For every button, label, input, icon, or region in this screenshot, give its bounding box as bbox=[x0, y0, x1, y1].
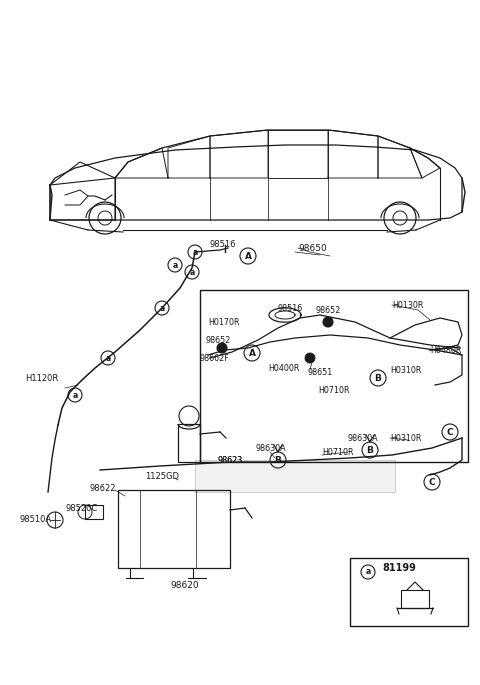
Bar bbox=[195, 460, 395, 492]
Text: 98652: 98652 bbox=[315, 306, 340, 314]
Text: 98516: 98516 bbox=[210, 240, 237, 249]
Bar bbox=[401, 590, 429, 608]
Bar bbox=[85, 505, 103, 519]
Text: C: C bbox=[447, 427, 453, 436]
Text: B: B bbox=[367, 445, 373, 455]
Text: a: a bbox=[192, 247, 198, 256]
Text: 98620: 98620 bbox=[171, 580, 199, 590]
Text: 98630A: 98630A bbox=[348, 434, 379, 443]
Text: a: a bbox=[190, 268, 194, 277]
Text: B: B bbox=[374, 373, 382, 382]
Text: H0710R: H0710R bbox=[318, 386, 349, 395]
Text: 98623: 98623 bbox=[218, 456, 243, 464]
Bar bbox=[118, 490, 230, 568]
Bar bbox=[200, 290, 468, 462]
Text: 98652: 98652 bbox=[205, 336, 230, 345]
Text: 98520C: 98520C bbox=[65, 503, 97, 512]
Text: a: a bbox=[365, 567, 371, 577]
Text: H0480R: H0480R bbox=[430, 345, 461, 355]
Text: 98623: 98623 bbox=[218, 456, 243, 464]
Text: 98662F: 98662F bbox=[200, 353, 230, 362]
Text: a: a bbox=[159, 303, 165, 312]
Text: H0130R: H0130R bbox=[392, 301, 423, 310]
Text: a: a bbox=[106, 353, 110, 362]
Text: a: a bbox=[172, 260, 178, 269]
Text: 98510A: 98510A bbox=[20, 516, 52, 525]
Circle shape bbox=[305, 353, 315, 363]
Bar bbox=[178, 424, 200, 462]
Text: 98650: 98650 bbox=[298, 243, 327, 253]
Text: 81199: 81199 bbox=[382, 563, 416, 573]
Text: H0310R: H0310R bbox=[390, 366, 421, 375]
Text: H0170R: H0170R bbox=[208, 318, 240, 327]
Text: a: a bbox=[72, 390, 78, 399]
Text: 98516: 98516 bbox=[278, 303, 303, 312]
Text: 98630A: 98630A bbox=[255, 443, 286, 453]
Circle shape bbox=[217, 343, 227, 353]
Circle shape bbox=[323, 317, 333, 327]
Text: B: B bbox=[275, 456, 281, 464]
Text: C: C bbox=[429, 477, 435, 486]
Text: A: A bbox=[244, 251, 252, 260]
Text: A: A bbox=[249, 349, 255, 358]
Text: H1120R: H1120R bbox=[25, 373, 58, 382]
Text: H0310R: H0310R bbox=[390, 434, 421, 443]
Text: 98622: 98622 bbox=[90, 484, 117, 493]
Text: H0710R: H0710R bbox=[322, 447, 353, 456]
Text: 1125GD: 1125GD bbox=[145, 471, 179, 480]
Text: H0400R: H0400R bbox=[268, 364, 300, 373]
Bar bbox=[350, 558, 468, 626]
Text: 98651: 98651 bbox=[308, 367, 333, 377]
